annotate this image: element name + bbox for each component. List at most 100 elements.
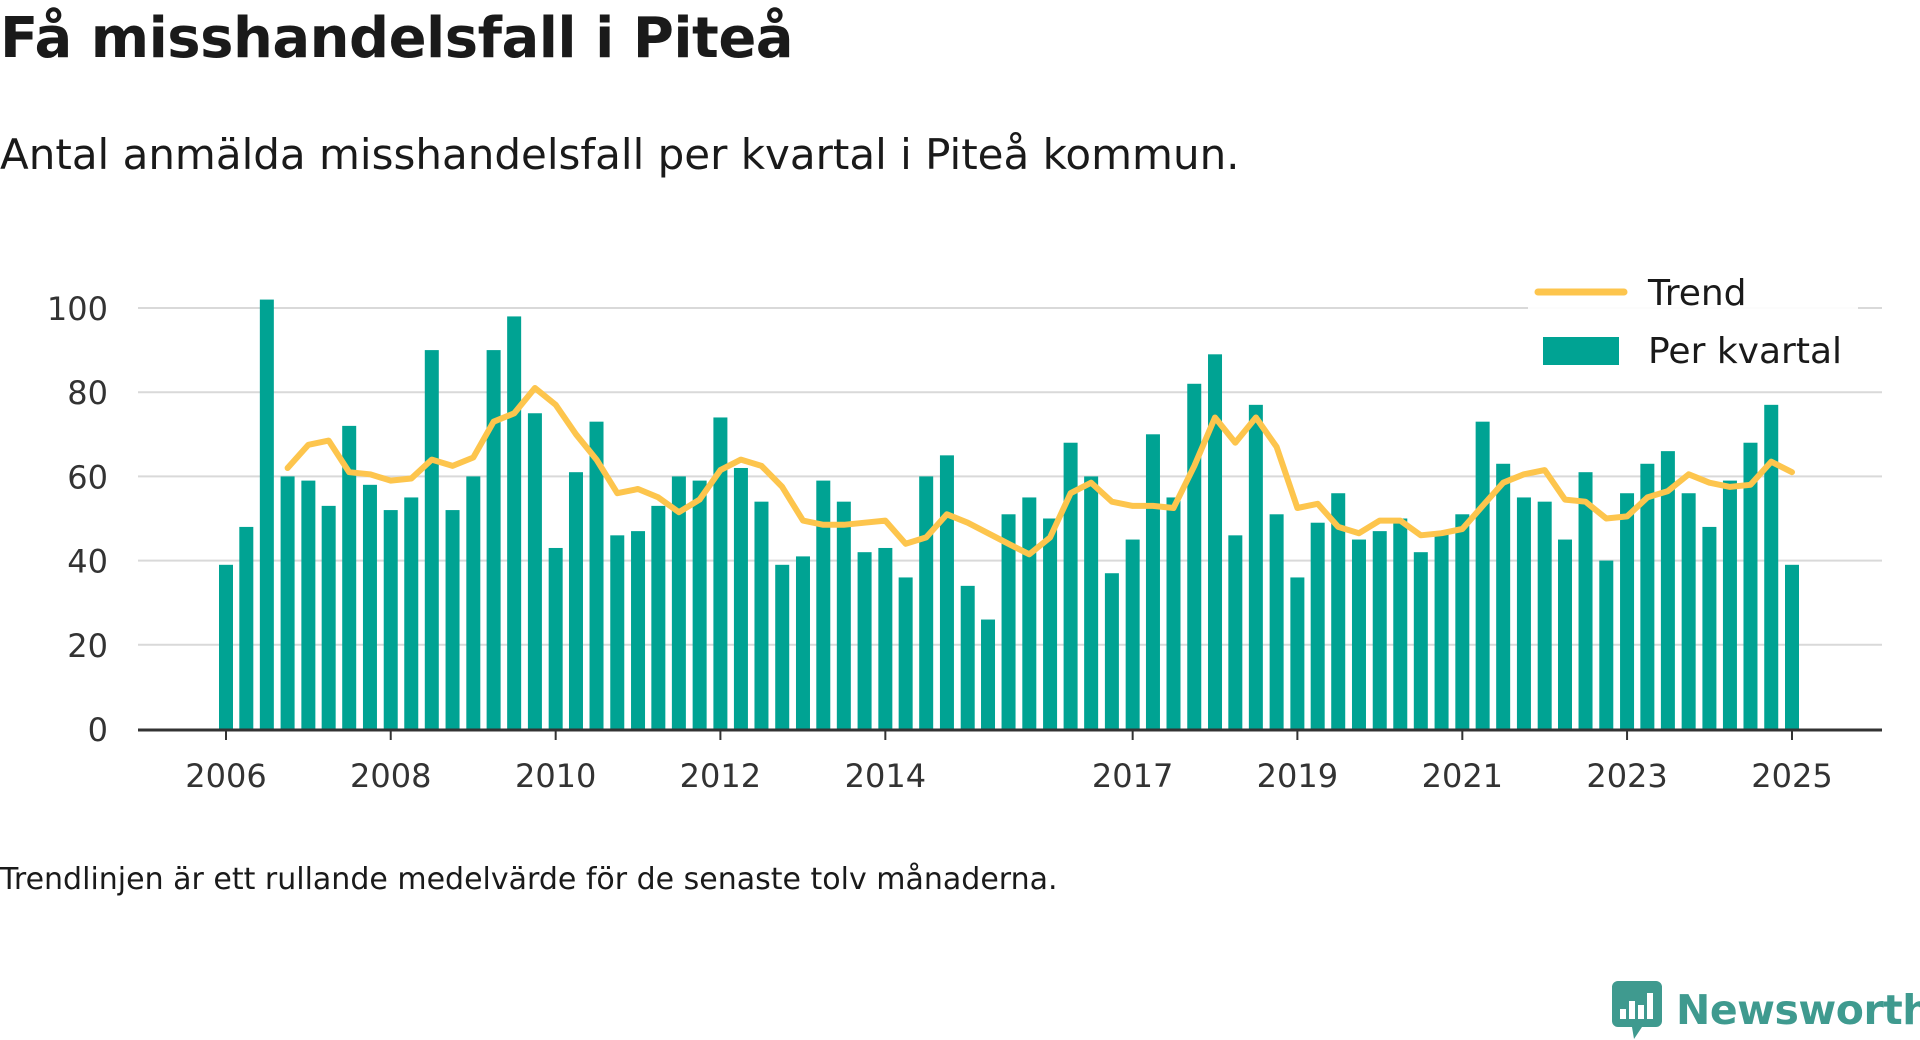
bar [1702, 526, 1717, 729]
brand-name: Newsworthy [1676, 986, 1920, 1034]
bar [939, 455, 954, 729]
bar [486, 350, 501, 729]
bar [651, 505, 666, 729]
bar [1599, 560, 1614, 729]
bar [836, 501, 851, 729]
bar [1228, 535, 1243, 729]
bar [816, 480, 831, 729]
axes: 0 20 40 60 80 100 2006 2008 2010 2012 2014 2017 2019… [47, 290, 1882, 795]
bar [1208, 354, 1223, 729]
bar [1063, 442, 1078, 729]
bar [301, 480, 316, 729]
x-tick-label: 2017 [1092, 757, 1173, 795]
bar [1496, 463, 1511, 729]
bar [795, 556, 810, 729]
bar [445, 510, 460, 729]
bar [631, 531, 646, 729]
y-tick-label: 60 [67, 458, 108, 496]
bar [1434, 531, 1449, 729]
bar [1145, 434, 1160, 729]
x-tick-label: 2010 [515, 757, 596, 795]
y-tick-label: 100 [47, 290, 108, 328]
bar [1620, 493, 1635, 729]
bar [1043, 518, 1058, 729]
legend-bar-swatch [1543, 337, 1619, 365]
bar [1722, 480, 1737, 729]
trend-line [284, 385, 1795, 558]
x-tick-label: 2019 [1257, 757, 1338, 795]
chart-subtitle: Antal anmälda misshandelsfall per kvarta… [0, 130, 1240, 179]
bar [1310, 522, 1325, 729]
bar [1331, 493, 1346, 729]
bar [1104, 573, 1119, 729]
bar [466, 476, 481, 729]
bar [404, 497, 419, 729]
bar [1743, 442, 1758, 729]
bar-series [219, 299, 1799, 729]
bar [1475, 421, 1490, 729]
bar [1290, 577, 1305, 729]
bar [1455, 514, 1470, 729]
legend-bar-label: Per kvartal [1648, 331, 1842, 372]
bar [219, 564, 233, 729]
bar [1022, 497, 1037, 729]
bar [919, 476, 934, 729]
bar [1351, 539, 1366, 729]
chart: 0 20 40 60 80 100 2006 2008 2010 2012 2014 2017 2019… [46, 273, 1882, 795]
bar [383, 510, 398, 729]
x-tick-label: 2006 [185, 757, 266, 795]
bar [1248, 404, 1263, 729]
bar-chart-icon [1612, 981, 1662, 1039]
bar [589, 421, 604, 729]
x-tick-label: 2025 [1751, 757, 1832, 795]
x-tick-label: 2008 [350, 757, 431, 795]
bar [1681, 493, 1696, 729]
bar [713, 417, 728, 729]
chart-title: Få misshandelsfall i Piteå [0, 6, 794, 71]
bar [775, 564, 790, 729]
bar [733, 467, 748, 729]
bar [1660, 451, 1675, 729]
bar [362, 484, 377, 729]
x-tick-label: 2014 [845, 757, 926, 795]
x-tick-label: 2021 [1422, 757, 1503, 795]
bar [1785, 564, 1799, 729]
bar [981, 619, 996, 729]
bar [1187, 383, 1202, 729]
bar [342, 425, 357, 729]
bar [1557, 539, 1572, 729]
bar [754, 501, 769, 729]
bar [548, 547, 563, 729]
footnote: Trendlinjen är ett rullande medelvärde f… [0, 862, 1058, 897]
bar [1166, 497, 1181, 729]
bar [1269, 514, 1284, 729]
bar [857, 552, 872, 729]
y-tick-label: 80 [67, 374, 108, 412]
bar [527, 413, 542, 729]
y-tick-label: 0 [88, 711, 108, 749]
brand-logo: Newsworthy [1612, 980, 1920, 1040]
bar [1001, 514, 1016, 729]
bar [960, 585, 975, 729]
bar [1372, 531, 1387, 729]
bar [1764, 404, 1779, 729]
bar [1516, 497, 1531, 729]
bar [259, 299, 274, 729]
x-tick-label: 2023 [1586, 757, 1667, 795]
y-tick-label: 20 [67, 627, 108, 665]
bar [878, 547, 893, 729]
bar [610, 535, 625, 729]
bar [692, 480, 707, 729]
bar [568, 472, 583, 729]
bar [1413, 552, 1428, 729]
bar [321, 505, 336, 729]
trend-series [284, 385, 1795, 558]
bar [507, 316, 522, 729]
bar [1640, 463, 1655, 729]
bar [1084, 476, 1099, 729]
legend-trend-label: Trend [1647, 273, 1747, 314]
bar [1393, 518, 1408, 729]
x-tick-label: 2012 [680, 757, 761, 795]
bar [1537, 501, 1552, 729]
bar [280, 476, 295, 729]
